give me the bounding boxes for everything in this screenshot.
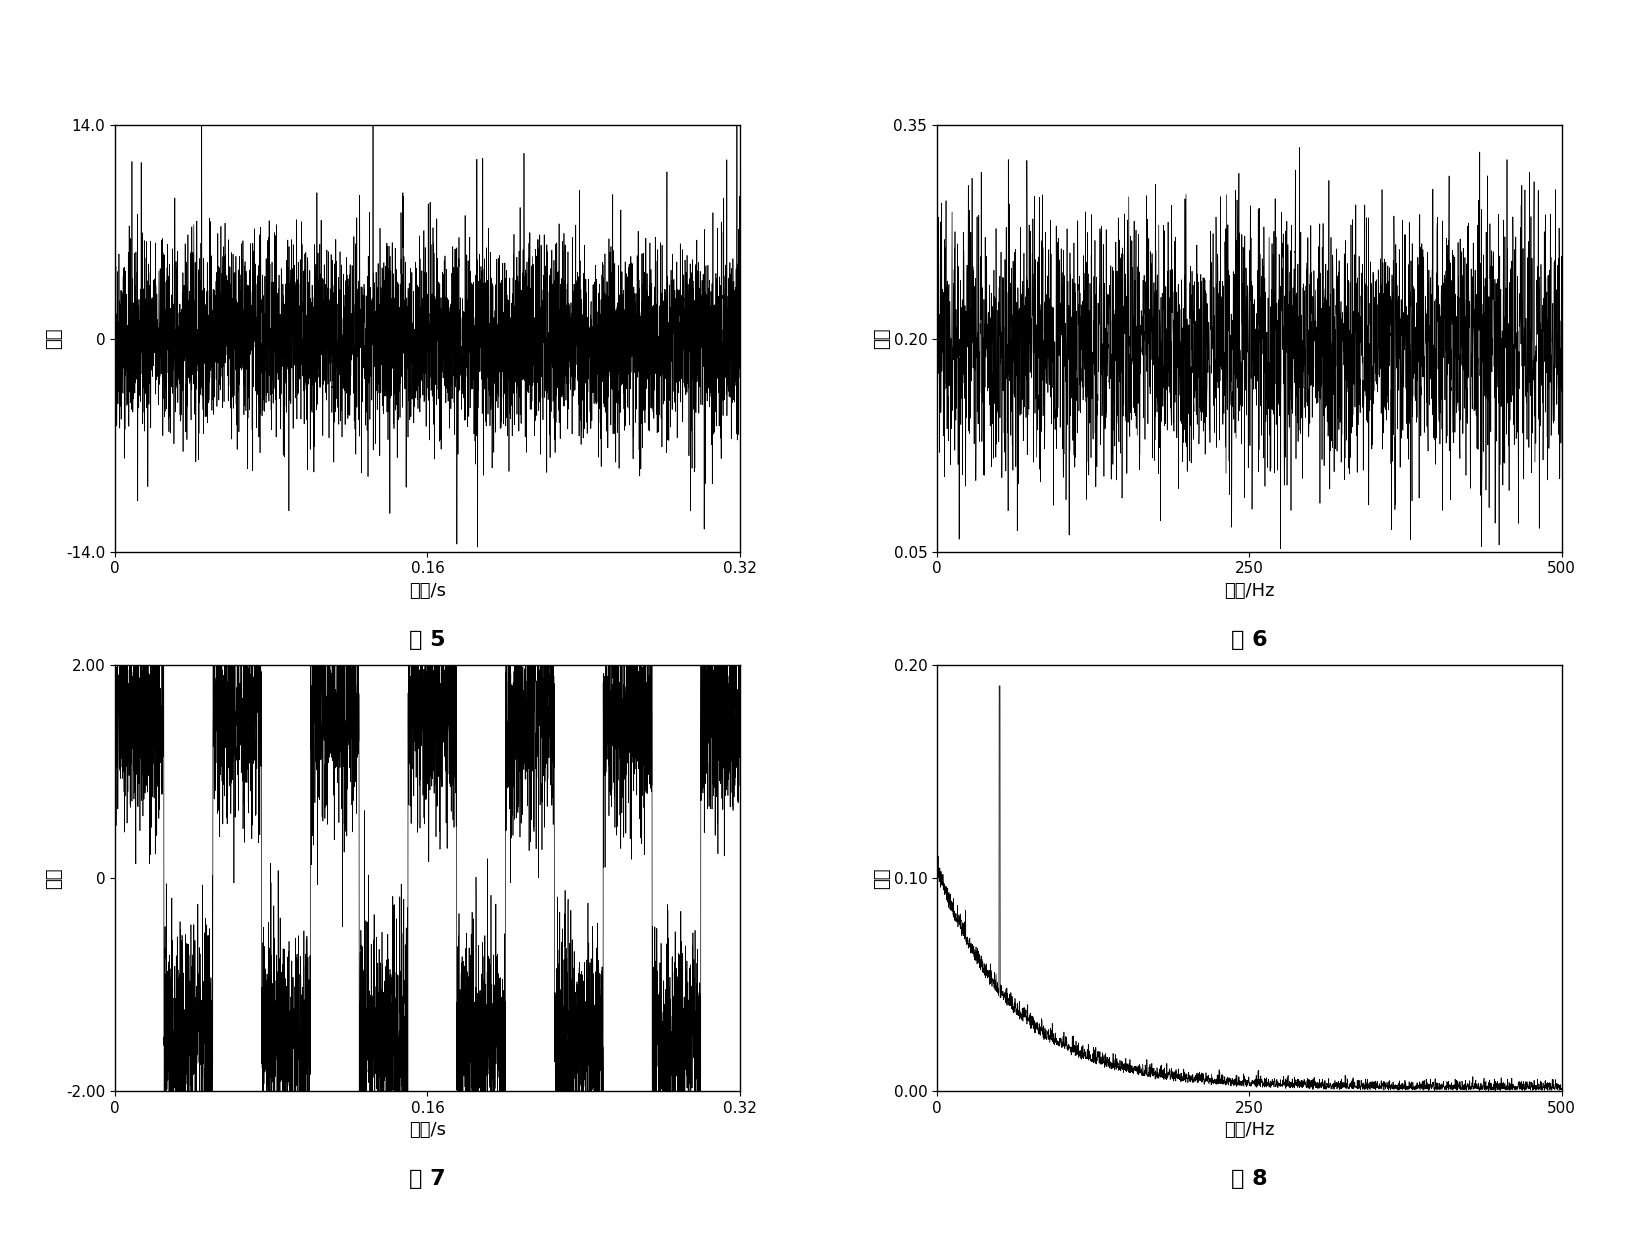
X-axis label: 频率/Hz: 频率/Hz: [1225, 1121, 1274, 1139]
Y-axis label: 幅値: 幅値: [873, 867, 891, 889]
Text: 图 7: 图 7: [409, 1169, 446, 1189]
Y-axis label: 幅値: 幅値: [46, 867, 64, 889]
Text: 图 5: 图 5: [409, 630, 446, 650]
Y-axis label: 幅値: 幅値: [873, 327, 891, 350]
Text: 图 8: 图 8: [1231, 1169, 1268, 1189]
X-axis label: 频率/Hz: 频率/Hz: [1225, 582, 1274, 599]
X-axis label: 时间/s: 时间/s: [409, 582, 446, 599]
Text: 图 6: 图 6: [1231, 630, 1268, 650]
Y-axis label: 幅値: 幅値: [46, 327, 64, 350]
X-axis label: 时间/s: 时间/s: [409, 1121, 446, 1139]
